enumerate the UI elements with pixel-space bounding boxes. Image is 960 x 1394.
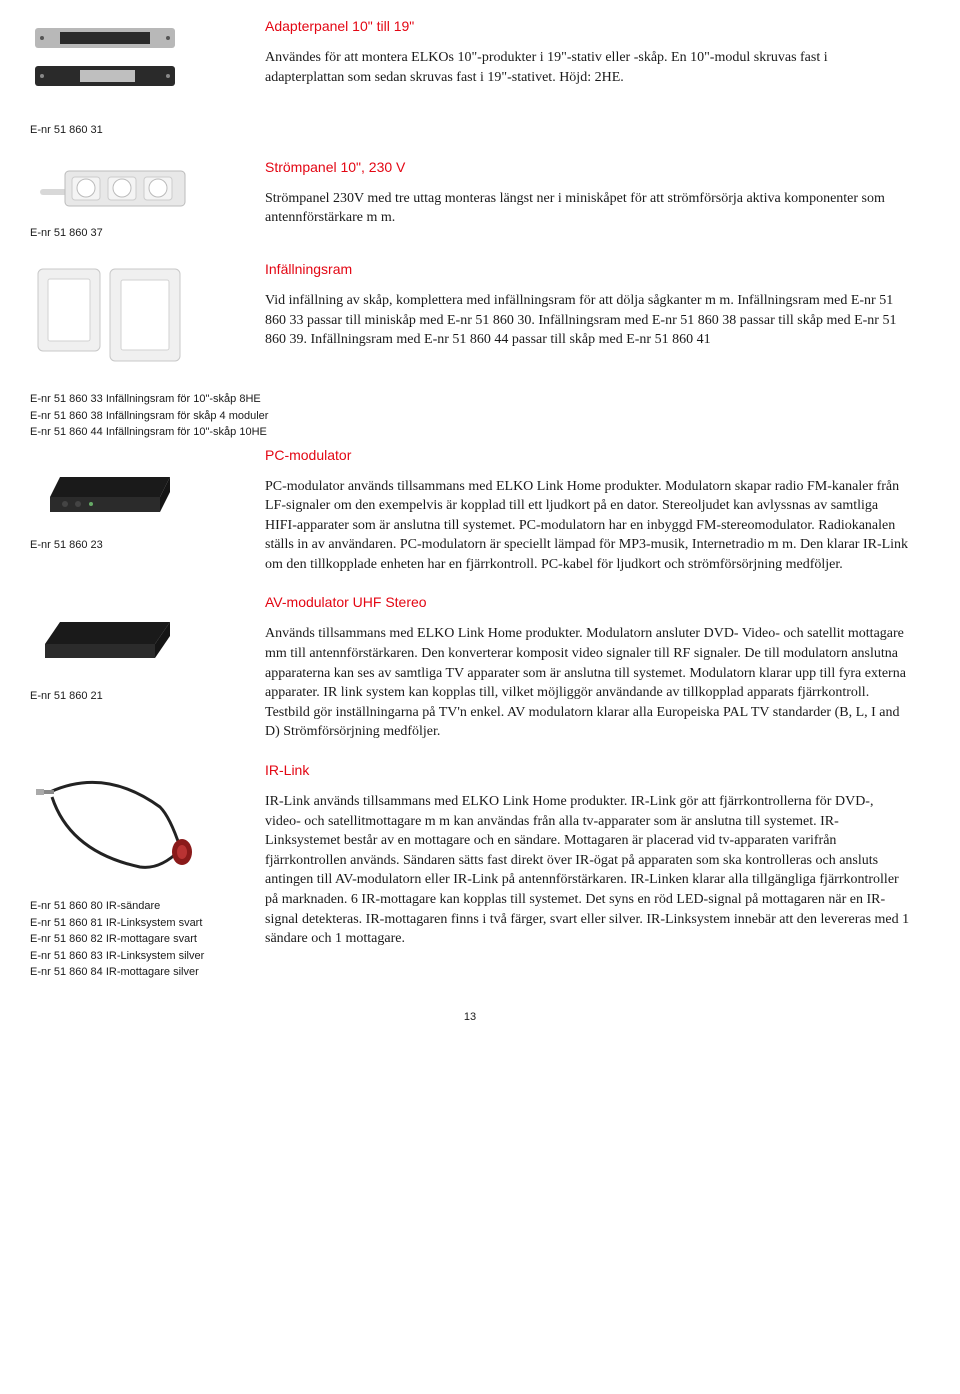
list-item: E-nr 51 860 80 IR-sändare (30, 898, 255, 915)
adapter-panel-icon (30, 18, 190, 108)
section-avmod: E-nr 51 860 21 AV-modulator UHF Stereo A… (30, 594, 910, 742)
strompanel-image-col: E-nr 51 860 37 (30, 159, 265, 242)
section-irlink: E-nr 51 860 80 IR-sändare E-nr 51 860 81… (30, 762, 910, 981)
infallning-enr-list: E-nr 51 860 33 Infällningsram för 10"-sk… (30, 391, 255, 441)
power-strip-icon (30, 159, 200, 219)
infallning-image-col (30, 261, 265, 371)
pcmod-body: PC-modulator används tillsammans med ELK… (265, 477, 910, 575)
section-infallning: Infällningsram Vid infällning av skåp, k… (30, 261, 910, 371)
adapter-body: Användes för att montera ELKOs 10"-produ… (265, 48, 910, 87)
strompanel-title: Strömpanel 10", 230 V (265, 159, 910, 175)
page-number: 13 (30, 1011, 910, 1023)
av-modulator-icon (30, 594, 180, 674)
irlink-image-col: E-nr 51 860 80 IR-sändare E-nr 51 860 81… (30, 762, 265, 981)
section-adapterpanel: Adapterpanel 10" till 19" Användes för a… (30, 18, 910, 108)
adapter-image-col (30, 18, 265, 108)
section-strompanel: E-nr 51 860 37 Strömpanel 10", 230 V Str… (30, 159, 910, 242)
adapter-enr: E-nr 51 860 31 (30, 122, 255, 139)
avmod-enr: E-nr 51 860 21 (30, 688, 255, 705)
list-item: E-nr 51 860 38 Infällningsram för skåp 4… (30, 408, 255, 425)
infallning-body: Vid infällning av skåp, komplettera med … (265, 291, 910, 350)
pcmod-image-col: E-nr 51 860 23 (30, 447, 265, 575)
list-item: E-nr 51 860 83 IR-Linksystem silver (30, 948, 255, 965)
avmod-body: Används tillsammans med ELKO Link Home p… (265, 624, 910, 742)
infallning-title: Infällningsram (265, 261, 910, 277)
pc-modulator-icon (30, 447, 180, 527)
section-pcmod: E-nr 51 860 23 PC-modulator PC-modulator… (30, 447, 910, 575)
list-item: E-nr 51 860 44 Infällningsram för 10"-sk… (30, 424, 255, 441)
list-item: E-nr 51 860 33 Infällningsram för 10"-sk… (30, 391, 255, 408)
avmod-image-col: E-nr 51 860 21 (30, 594, 265, 742)
pcmod-title: PC-modulator (265, 447, 910, 463)
irlink-body: IR-Link används tillsammans med ELKO Lin… (265, 792, 910, 949)
list-item: E-nr 51 860 81 IR-Linksystem svart (30, 915, 255, 932)
list-item: E-nr 51 860 82 IR-mottagare svart (30, 931, 255, 948)
pcmod-enr: E-nr 51 860 23 (30, 537, 255, 554)
list-item: E-nr 51 860 84 IR-mottagare silver (30, 964, 255, 981)
irlink-title: IR-Link (265, 762, 910, 778)
strompanel-body: Strömpanel 230V med tre uttag monteras l… (265, 189, 910, 228)
ir-link-icon (30, 762, 200, 892)
adapter-title: Adapterpanel 10" till 19" (265, 18, 910, 34)
strompanel-enr: E-nr 51 860 37 (30, 225, 255, 242)
irlink-enr-list: E-nr 51 860 80 IR-sändare E-nr 51 860 81… (30, 898, 255, 981)
frame-icon (30, 261, 190, 371)
avmod-title: AV-modulator UHF Stereo (265, 594, 910, 610)
